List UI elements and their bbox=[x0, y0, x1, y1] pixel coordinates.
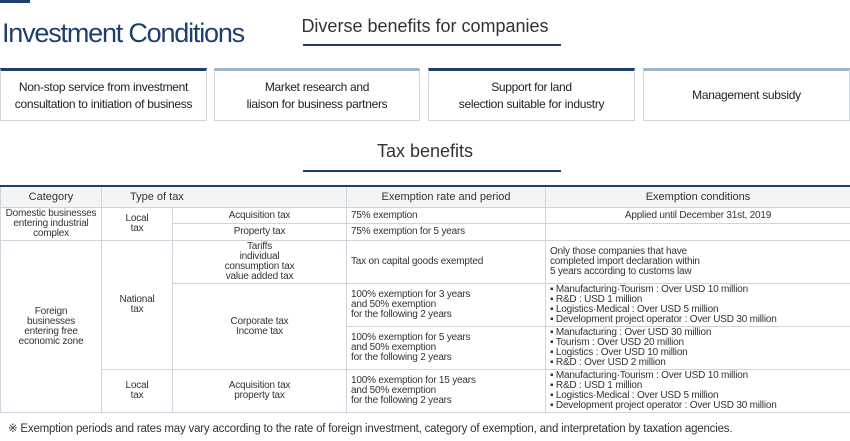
tax-group-local: Local tax bbox=[101, 207, 173, 241]
section-title-benefits: Diverse benefits for companies bbox=[301, 16, 549, 36]
benefit-card-market-research: Market research and liaison for business… bbox=[214, 68, 420, 121]
exemption-rate: 75% exemption bbox=[346, 207, 546, 224]
exemption-rate: Tax on capital goods exempted bbox=[346, 240, 546, 284]
section-title-tax: Tax benefits bbox=[376, 141, 474, 161]
header-type-of-tax: Type of tax bbox=[101, 185, 347, 208]
footnote: ※ Exemption periods and rates may vary a… bbox=[8, 423, 733, 435]
tax-type-tariffs: Tariffs individual consumption tax value… bbox=[172, 240, 347, 284]
table-row: Domestic businesses entering industrial … bbox=[0, 207, 850, 241]
tax-group-national: National tax bbox=[101, 240, 173, 370]
tax-group-local: Local tax bbox=[101, 369, 173, 413]
header-category: Category bbox=[0, 185, 102, 208]
tax-benefits-table: Category Type of tax Exemption rate and … bbox=[0, 185, 850, 413]
exemption-rate: 100% exemption for 5 years and 50% exemp… bbox=[346, 326, 546, 370]
exemption-condition: Applied until December 31st, 2019 bbox=[545, 207, 850, 224]
exemption-rate: 100% exemption for 15 years and 50% exem… bbox=[346, 369, 546, 413]
page-title: Investment Conditions bbox=[2, 18, 245, 48]
category-domestic: Domestic businesses entering industrial … bbox=[0, 207, 102, 241]
table-row: Foreign businesses entering free economi… bbox=[0, 240, 850, 413]
exemption-condition: Only those companies that have completed… bbox=[545, 240, 850, 284]
section-underline-tax bbox=[303, 170, 561, 172]
tax-type-property: Property tax bbox=[172, 223, 347, 241]
exemption-rate: 100% exemption for 3 years and 50% exemp… bbox=[346, 283, 546, 327]
tax-type-acquisition-property: Acquisition tax property tax bbox=[172, 369, 347, 413]
title-accent-bar bbox=[0, 0, 30, 3]
table-row: Local tax Acquisition tax property tax 1… bbox=[1, 369, 850, 413]
section-underline-benefits bbox=[303, 44, 561, 46]
tax-type-acquisition: Acquisition tax bbox=[172, 207, 347, 224]
tax-type-corporate-income: Corporate tax Income tax bbox=[172, 283, 347, 370]
category-foreign: Foreign businesses entering free economi… bbox=[0, 240, 102, 413]
benefit-cards: Non-stop service from investment consult… bbox=[0, 68, 850, 123]
table-row: 100% exemption for 5 years and 50% exemp… bbox=[1, 326, 850, 370]
header-exemption-conditions: Exemption conditions bbox=[545, 185, 850, 208]
benefit-card-management-subsidy: Management subsidy bbox=[643, 68, 850, 121]
exemption-condition: ▪ Manufacturing : Over USD 30 million ▪ … bbox=[545, 326, 850, 370]
exemption-rate: 75% exemption for 5 years bbox=[346, 223, 546, 241]
table-header-row: Category Type of tax Exemption rate and … bbox=[0, 185, 850, 208]
exemption-condition-empty bbox=[545, 223, 850, 241]
benefit-card-nonstop-service: Non-stop service from investment consult… bbox=[0, 68, 207, 121]
exemption-condition: ▪ Manufacturing·Tourism : Over USD 10 mi… bbox=[545, 283, 850, 327]
header-exemption-rate: Exemption rate and period bbox=[346, 185, 546, 208]
exemption-condition: ▪ Manufacturing·Tourism : Over USD 10 mi… bbox=[545, 369, 850, 413]
benefit-card-land-support: Support for land selection suitable for … bbox=[428, 68, 635, 121]
table-row: Corporate tax Income tax 100% exemption … bbox=[1, 283, 850, 370]
